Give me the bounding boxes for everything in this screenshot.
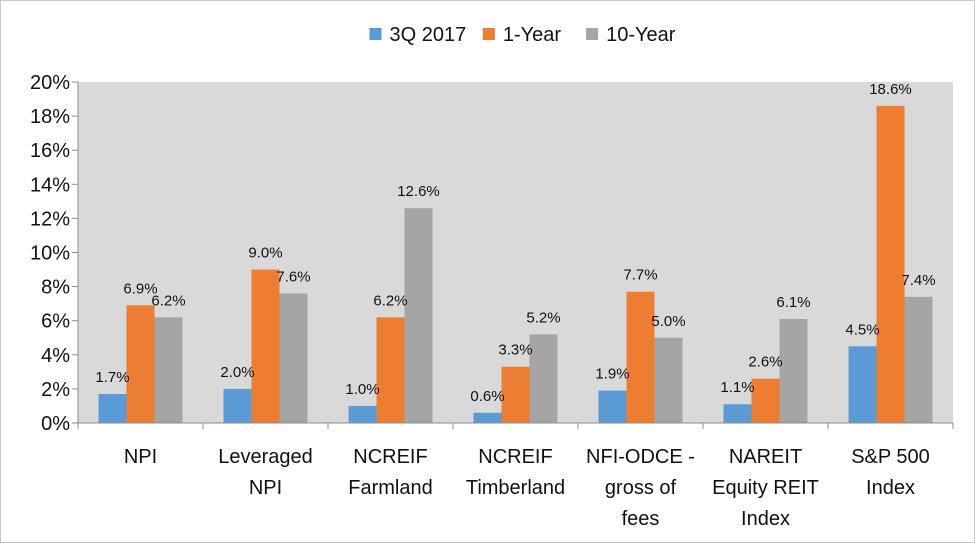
bar-3q-2017-npi — [98, 394, 127, 423]
bar-10-year-npi — [154, 317, 183, 423]
bar-3q-2017-ncreif-farmland — [348, 405, 377, 423]
data-label-3q-2017-ncreif-farmland: 1.0% — [345, 381, 379, 398]
bar-3q-2017-leveraged-npi — [223, 388, 252, 423]
bar-1-year-ncreif-timberland — [501, 366, 530, 423]
y-tick-label: 10% — [30, 243, 70, 265]
bar-3q-2017-nfi-odce-gross-of-fees — [598, 390, 627, 423]
y-tick-label: 2% — [41, 379, 70, 401]
data-label-10-year-npi: 6.2% — [151, 292, 185, 309]
legend-swatch — [369, 28, 382, 40]
bar-1-year-nfi-odce-gross-of-fees — [626, 291, 655, 423]
data-label-3q-2017-npi: 1.7% — [95, 369, 129, 386]
bar-1-year-ncreif-farmland — [376, 317, 405, 423]
data-label-3q-2017-ncreif-timberland: 0.6% — [470, 388, 504, 405]
data-labels: 1.7%6.9%6.2%2.0%9.0%7.6%1.0%6.2%12.6%0.6… — [95, 81, 935, 405]
legend-swatch — [586, 28, 599, 40]
legend-item-10-year: 10-Year — [586, 24, 676, 46]
y-tick-label: 0% — [41, 413, 70, 435]
x-tick-label-s-p-500-index: S&P 500 Index — [851, 446, 930, 499]
bar-10-year-ncreif-timberland — [529, 334, 558, 423]
y-tick-label: 6% — [41, 311, 70, 333]
data-label-1-year-nfi-odce-gross-of-fees: 7.7% — [623, 267, 657, 284]
bars — [98, 105, 933, 424]
bar-10-year-ncreif-farmland — [404, 208, 433, 423]
y-axis: 0% 2% 4% 6% 8% 10% 12% 14% 16% 18% 20% — [30, 72, 79, 435]
legend-item-3q-2017: 3Q 2017 — [369, 24, 467, 46]
legend-label: 10-Year — [606, 24, 676, 46]
bar-1-year-leveraged-npi — [251, 269, 280, 423]
y-tick-label: 14% — [30, 174, 70, 196]
x-tick-label-nfi-odce-gross-of-fees: NFI-ODCE -gross of fees — [586, 446, 695, 530]
x-tick-label-ncreif-timberland: NCREIF Timberland — [466, 446, 565, 499]
data-label-3q-2017-leveraged-npi: 2.0% — [220, 364, 254, 381]
data-label-1-year-ncreif-timberland: 3.3% — [498, 342, 532, 359]
data-label-1-year-s-p-500-index: 18.6% — [869, 81, 912, 98]
data-label-3q-2017-nareit-equity-reit-index: 1.1% — [720, 379, 754, 396]
x-tick-label-npi: NPI — [124, 446, 157, 468]
y-tick-label: 16% — [30, 140, 70, 162]
legend-label: 3Q 2017 — [390, 24, 467, 46]
data-label-1-year-npi: 6.9% — [123, 280, 157, 297]
data-label-1-year-nareit-equity-reit-index: 2.6% — [748, 354, 782, 371]
data-label-10-year-leveraged-npi: 7.6% — [276, 268, 310, 285]
data-label-3q-2017-s-p-500-index: 4.5% — [845, 321, 879, 338]
data-label-10-year-nareit-equity-reit-index: 6.1% — [776, 294, 810, 311]
bar-10-year-nfi-odce-gross-of-fees — [654, 337, 683, 423]
y-tick-label: 20% — [30, 72, 70, 94]
legend-item-1-year: 1-Year — [482, 24, 562, 46]
data-label-10-year-s-p-500-index: 7.4% — [901, 272, 935, 289]
data-label-10-year-nfi-odce-gross-of-fees: 5.0% — [651, 313, 685, 330]
data-label-3q-2017-nfi-odce-gross-of-fees: 1.9% — [595, 366, 629, 383]
data-label-1-year-ncreif-farmland: 6.2% — [373, 292, 407, 309]
y-tick-label: 4% — [41, 345, 70, 367]
legend-swatch — [482, 28, 495, 40]
data-label-1-year-leveraged-npi: 9.0% — [248, 245, 282, 262]
y-tick-label: 12% — [30, 208, 70, 230]
bar-3q-2017-ncreif-timberland — [473, 412, 502, 423]
bar-1-year-nareit-equity-reit-index — [751, 378, 780, 423]
bar-1-year-npi — [126, 305, 155, 423]
x-tick-label-ncreif-farmland: NCREIF Farmland — [348, 446, 432, 499]
y-tick-label: 8% — [41, 277, 70, 299]
data-label-10-year-ncreif-timberland: 5.2% — [526, 309, 560, 326]
x-tick-label-leveraged-npi: Leveraged NPI — [218, 446, 313, 499]
legend-label: 1-Year — [503, 24, 562, 46]
bar-3q-2017-s-p-500-index — [848, 346, 877, 423]
data-label-10-year-ncreif-farmland: 12.6% — [397, 183, 440, 200]
x-axis: NPI Leveraged NPI NCREIF Farmland NCREIF Timbe… — [77, 422, 954, 530]
bar-1-year-s-p-500-index — [876, 105, 905, 424]
bar-10-year-leveraged-npi — [279, 293, 308, 423]
bar-10-year-s-p-500-index — [904, 296, 933, 423]
y-tick-label: 18% — [30, 106, 70, 128]
bar-10-year-nareit-equity-reit-index — [779, 318, 808, 423]
bar-3q-2017-nareit-equity-reit-index — [723, 404, 752, 423]
x-tick-label-nareit-equity-reit-index: NAREIT Equity REIT Index — [712, 446, 819, 530]
legend: 3Q 2017 1-Year 10-Year — [369, 24, 676, 46]
